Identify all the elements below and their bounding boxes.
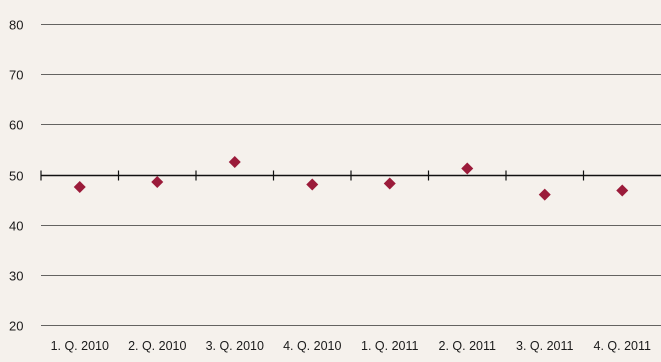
y-tick-label: 70	[9, 68, 23, 83]
data-point	[538, 188, 551, 201]
data-point	[151, 176, 164, 189]
x-tick-label: 4. Q. 2010	[283, 339, 341, 353]
x-tick-label: 3. Q. 2010	[206, 339, 264, 353]
data-point	[73, 181, 86, 194]
data-point	[383, 177, 396, 190]
data-point	[228, 155, 241, 168]
x-tick-label: 1. Q. 2010	[51, 339, 109, 353]
y-tick-label: 20	[9, 319, 23, 334]
y-tick-label: 40	[9, 219, 23, 234]
x-tick-label: 1. Q. 2011	[361, 339, 418, 353]
x-tick-label: 2. Q. 2010	[128, 339, 186, 353]
y-tick-label: 30	[9, 269, 23, 284]
data-point	[461, 162, 474, 175]
x-tick-label: 2. Q. 2011	[439, 339, 496, 353]
y-tick-label: 80	[9, 18, 23, 33]
y-tick-label: 50	[9, 169, 23, 184]
data-point	[616, 184, 629, 197]
data-point	[306, 178, 319, 191]
y-tick-label: 60	[9, 118, 23, 133]
x-tick-label: 4. Q. 2011	[594, 339, 651, 353]
x-tick-label: 3. Q. 2011	[516, 339, 573, 353]
